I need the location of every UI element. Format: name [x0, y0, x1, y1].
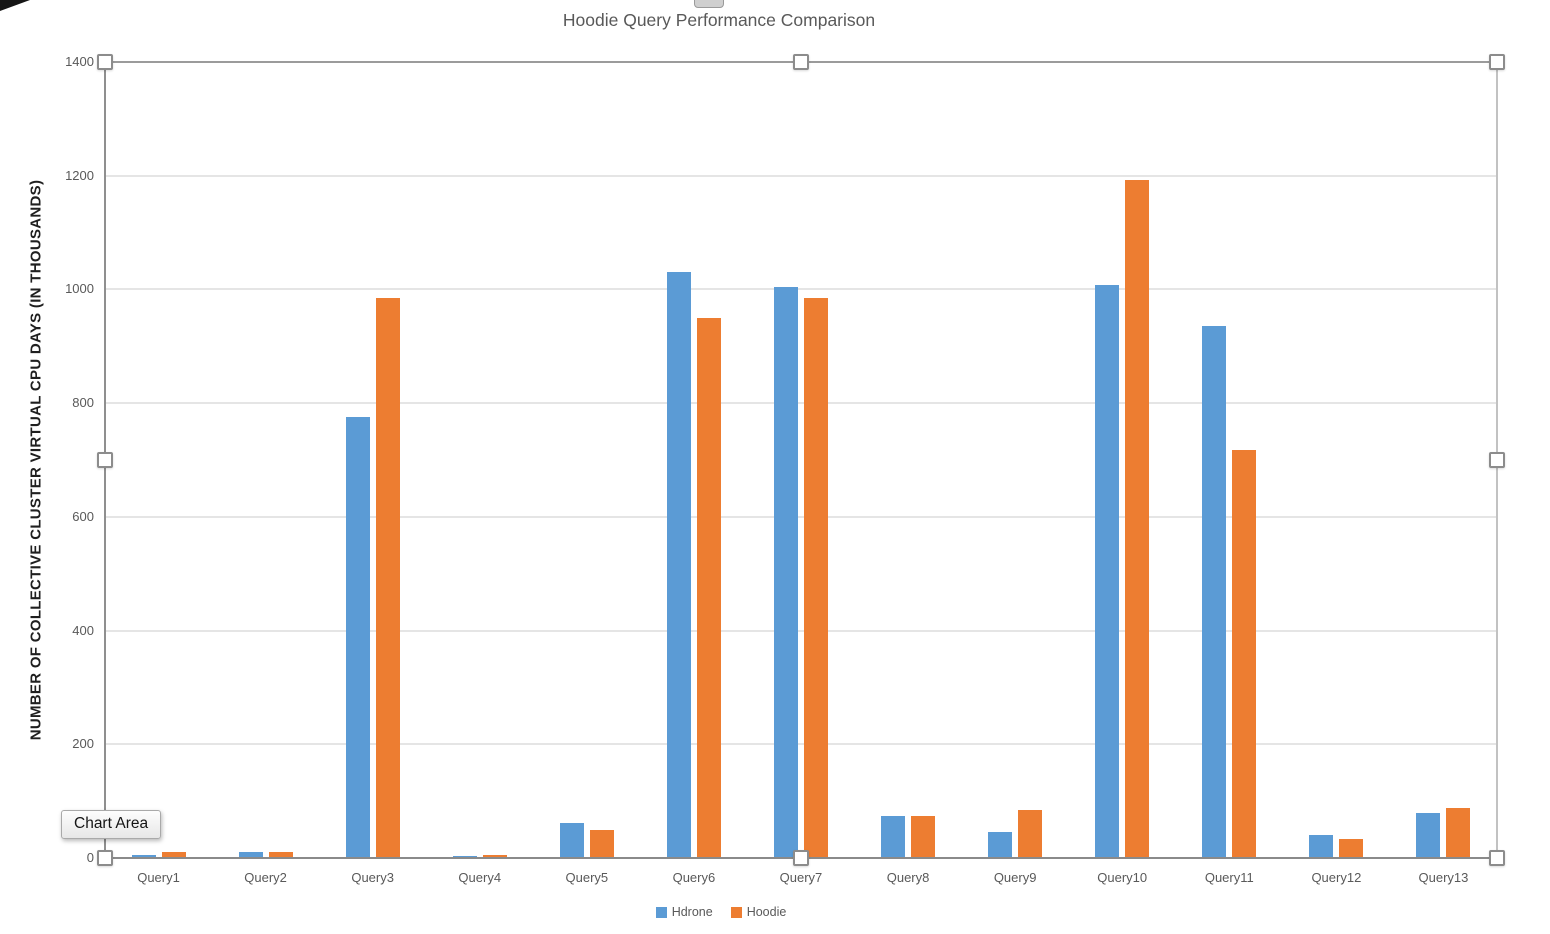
legend-label: Hdrone [671, 905, 713, 919]
bar-hdrone-query5[interactable] [559, 822, 584, 858]
bar-hoodie-query12[interactable] [1339, 839, 1364, 858]
bar-hdrone-query10[interactable] [1095, 284, 1120, 858]
y-axis-tick-label: 600 [72, 508, 94, 524]
bar-hoodie-query13[interactable] [1446, 807, 1471, 858]
x-axis-category-label: Query4 [458, 870, 502, 885]
selection-handle-bottom-right[interactable] [1489, 850, 1505, 866]
bar-hoodie-query8[interactable] [911, 816, 936, 858]
gridline-600 [105, 515, 1497, 518]
bar-hdrone-query6[interactable] [666, 272, 691, 858]
bar-hoodie-query6[interactable] [696, 317, 721, 858]
bar-hdrone-query8[interactable] [881, 816, 906, 858]
x-axis-category-label: Query5 [565, 870, 609, 885]
x-axis-category-label: Query7 [779, 870, 823, 885]
bar-hoodie-query11[interactable] [1232, 449, 1257, 858]
x-axis-category-label: Query9 [993, 870, 1037, 885]
gridline-1200 [105, 174, 1497, 177]
y-axis-tick-label: 800 [72, 395, 94, 411]
selection-handle-middle-left[interactable] [97, 452, 113, 468]
legend-label: Hoodie [746, 905, 787, 919]
chart-border-handle-clipped [694, 0, 724, 8]
x-axis-category-label: Query2 [244, 870, 287, 885]
screen-corner-artifact [0, 0, 30, 11]
selection-handle-top-right[interactable] [1489, 54, 1505, 70]
bar-hoodie-query4[interactable] [482, 855, 507, 858]
x-axis-category-label: Query1 [137, 870, 180, 885]
y-axis-tick-label: 1000 [65, 281, 94, 297]
bar-hoodie-query1[interactable] [161, 852, 186, 858]
bar-hdrone-query9[interactable] [988, 831, 1013, 858]
bar-hdrone-query3[interactable] [345, 417, 370, 858]
bar-hoodie-query5[interactable] [589, 829, 614, 858]
bar-hdrone-query11[interactable] [1202, 326, 1227, 858]
bar-hdrone-query4[interactable] [452, 855, 477, 858]
y-axis-tick-label: 400 [72, 622, 94, 638]
legend-swatch-hdrone [655, 906, 667, 918]
x-axis-category-label: Query3 [351, 870, 394, 885]
bar-hoodie-query7[interactable] [804, 297, 828, 858]
y-axis-tick-label: 1200 [65, 167, 94, 183]
x-axis-category-label: Query13 [1418, 870, 1469, 885]
selection-handle-top-left[interactable] [97, 54, 113, 70]
x-axis-category-label: Query11 [1204, 870, 1254, 885]
gridline-800 [105, 402, 1497, 405]
bar-hdrone-query7[interactable] [774, 286, 798, 858]
x-axis-category-label: Query10 [1097, 870, 1148, 885]
gridline-1000 [105, 288, 1497, 291]
y-axis-tick-label: 1400 [65, 54, 94, 69]
gridline-400 [105, 629, 1497, 632]
legend-item-hoodie[interactable]: Hoodie [730, 905, 787, 919]
chart-title[interactable]: Hoodie Query Performance Comparison [562, 10, 876, 30]
legend-swatch-hoodie [730, 906, 742, 918]
y-axis-tick-label: 0 [86, 850, 94, 865]
gridline-200 [105, 743, 1497, 746]
bar-hdrone-query13[interactable] [1416, 812, 1441, 858]
chart-area-tooltip: Chart Area [61, 810, 162, 839]
bar-hdrone-query2[interactable] [238, 852, 263, 858]
selection-handle-middle-right[interactable] [1489, 452, 1505, 468]
legend-item-hdrone[interactable]: Hdrone [655, 905, 713, 919]
bar-hoodie-query10[interactable] [1125, 179, 1150, 858]
selection-handle-top-center[interactable] [793, 54, 809, 70]
selection-handle-bottom-center[interactable] [793, 850, 809, 866]
x-axis-category-label: Query6 [672, 870, 716, 885]
x-axis-category-label: Query8 [886, 870, 930, 885]
chart-legend[interactable]: Hdrone Hoodie [0, 905, 1442, 919]
bar-hdrone-query1[interactable] [131, 855, 156, 858]
selection-handle-bottom-left[interactable] [97, 850, 113, 866]
bar-hoodie-query9[interactable] [1018, 809, 1043, 858]
y-axis-tick-label: 200 [72, 736, 94, 752]
bar-hdrone-query12[interactable] [1309, 835, 1334, 858]
bar-hoodie-query3[interactable] [375, 297, 400, 858]
x-axis-category-label: Query12 [1311, 870, 1362, 885]
bar-hoodie-query2[interactable] [268, 852, 293, 858]
